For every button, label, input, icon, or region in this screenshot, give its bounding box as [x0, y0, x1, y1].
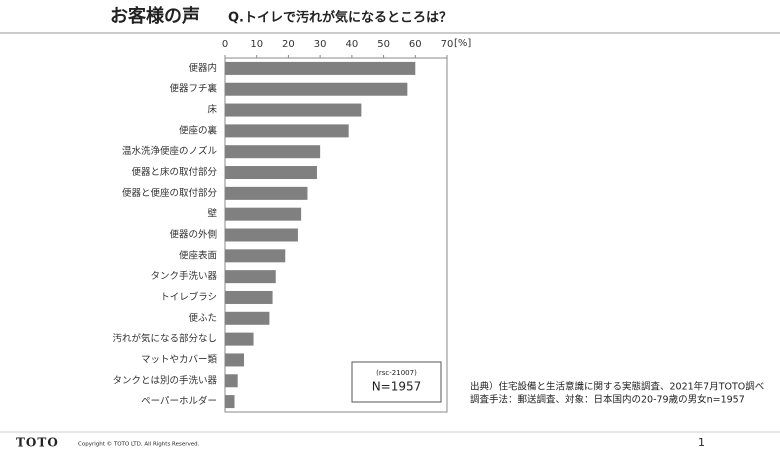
bar — [225, 290, 273, 304]
y-tick-label: 便器フチ裏 — [169, 83, 217, 95]
bar — [225, 103, 362, 117]
sample-box — [351, 361, 442, 403]
y-tick-label: タンク手洗い器 — [150, 270, 217, 282]
y-tick-label: 温水洗浄便座のノズル — [122, 145, 218, 157]
x-tick-label: 60 — [409, 39, 422, 50]
x-tick-label: 20 — [282, 39, 295, 50]
y-tick-label: 便ふた — [188, 312, 217, 324]
bar — [225, 207, 302, 221]
bar — [225, 311, 270, 325]
bar — [225, 332, 254, 346]
y-tick-label: 床 — [207, 104, 217, 116]
source-line: 出典）住宅設備と生活意識に関する実態調査、2021年7月TOTO調べ — [470, 381, 764, 393]
x-tick-label: 40 — [345, 39, 358, 50]
y-tick-label: 便座の裏 — [179, 124, 218, 136]
bar — [225, 186, 308, 200]
bar — [225, 82, 408, 96]
x-tick-label: 50 — [377, 39, 390, 50]
bar — [225, 249, 286, 263]
bar — [225, 353, 245, 367]
y-tick-label: ペーパーホルダー — [141, 395, 217, 407]
page-number: 1 — [698, 436, 705, 449]
footer-logo: TOTO — [16, 436, 59, 450]
y-tick-label: 便器の外側 — [169, 229, 217, 241]
bar — [225, 270, 276, 284]
header: お客様の声 — [110, 5, 200, 27]
y-tick-label: トイレブラシ — [160, 291, 217, 303]
x-tick-label: 70 — [441, 39, 454, 50]
source-line: 調査手法：郵送調査、対象：日本国内の20-79歳の男女n=1957 — [470, 394, 745, 406]
x-unit: [%] — [454, 38, 471, 49]
y-tick-label: 便器内 — [188, 62, 217, 74]
bar — [225, 145, 321, 159]
x-tick-label: 30 — [314, 39, 327, 50]
sample-n: N=1957 — [372, 380, 422, 394]
y-tick-label: 壁 — [207, 208, 217, 220]
bar — [225, 395, 235, 409]
bar — [225, 124, 349, 138]
chart-title: Q.トイレで汚れが気になるところは？ — [228, 10, 452, 26]
y-tick-label: 便器と便座の取付部分 — [122, 187, 218, 199]
x-tick-label: 10 — [250, 39, 263, 50]
bar — [225, 374, 238, 388]
footer-copyright: Copyright © TOTO LTD. All Rights Reserve… — [78, 441, 200, 448]
x-tick-label: 0 — [222, 39, 228, 50]
bar — [225, 228, 298, 242]
bar — [225, 166, 317, 180]
y-tick-label: タンクとは別の手洗い器 — [112, 374, 217, 386]
y-tick-label: 便座表面 — [179, 249, 217, 261]
y-tick-label: 便器と床の取付部分 — [131, 166, 217, 178]
sample-code: (rsc-21007) — [376, 369, 417, 377]
bar — [225, 61, 416, 75]
y-tick-label: マットやカバー類 — [141, 354, 218, 365]
y-tick-label: 汚れが気になる部分なし — [112, 333, 217, 345]
